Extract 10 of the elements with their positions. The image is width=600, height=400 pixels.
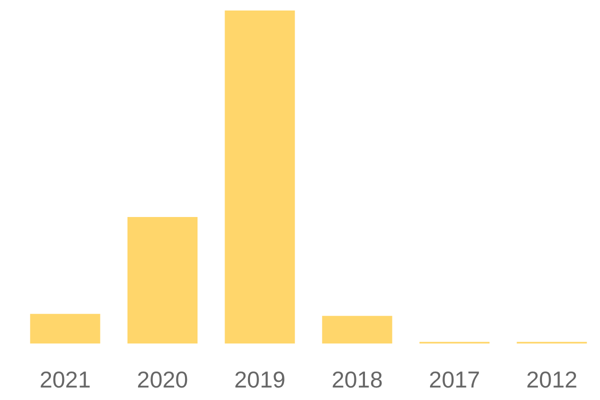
x-tick-label: 2018 [332, 366, 383, 392]
bar [322, 316, 392, 344]
x-tick-label: 2019 [234, 366, 286, 392]
bar [127, 216, 198, 344]
x-tick-label: 2017 [428, 366, 480, 392]
x-tick-label: 2020 [136, 366, 188, 392]
x-tick-label: 2021 [40, 366, 91, 392]
bar [224, 10, 295, 344]
bar [30, 314, 100, 344]
x-tick-label: 2012 [526, 366, 578, 392]
